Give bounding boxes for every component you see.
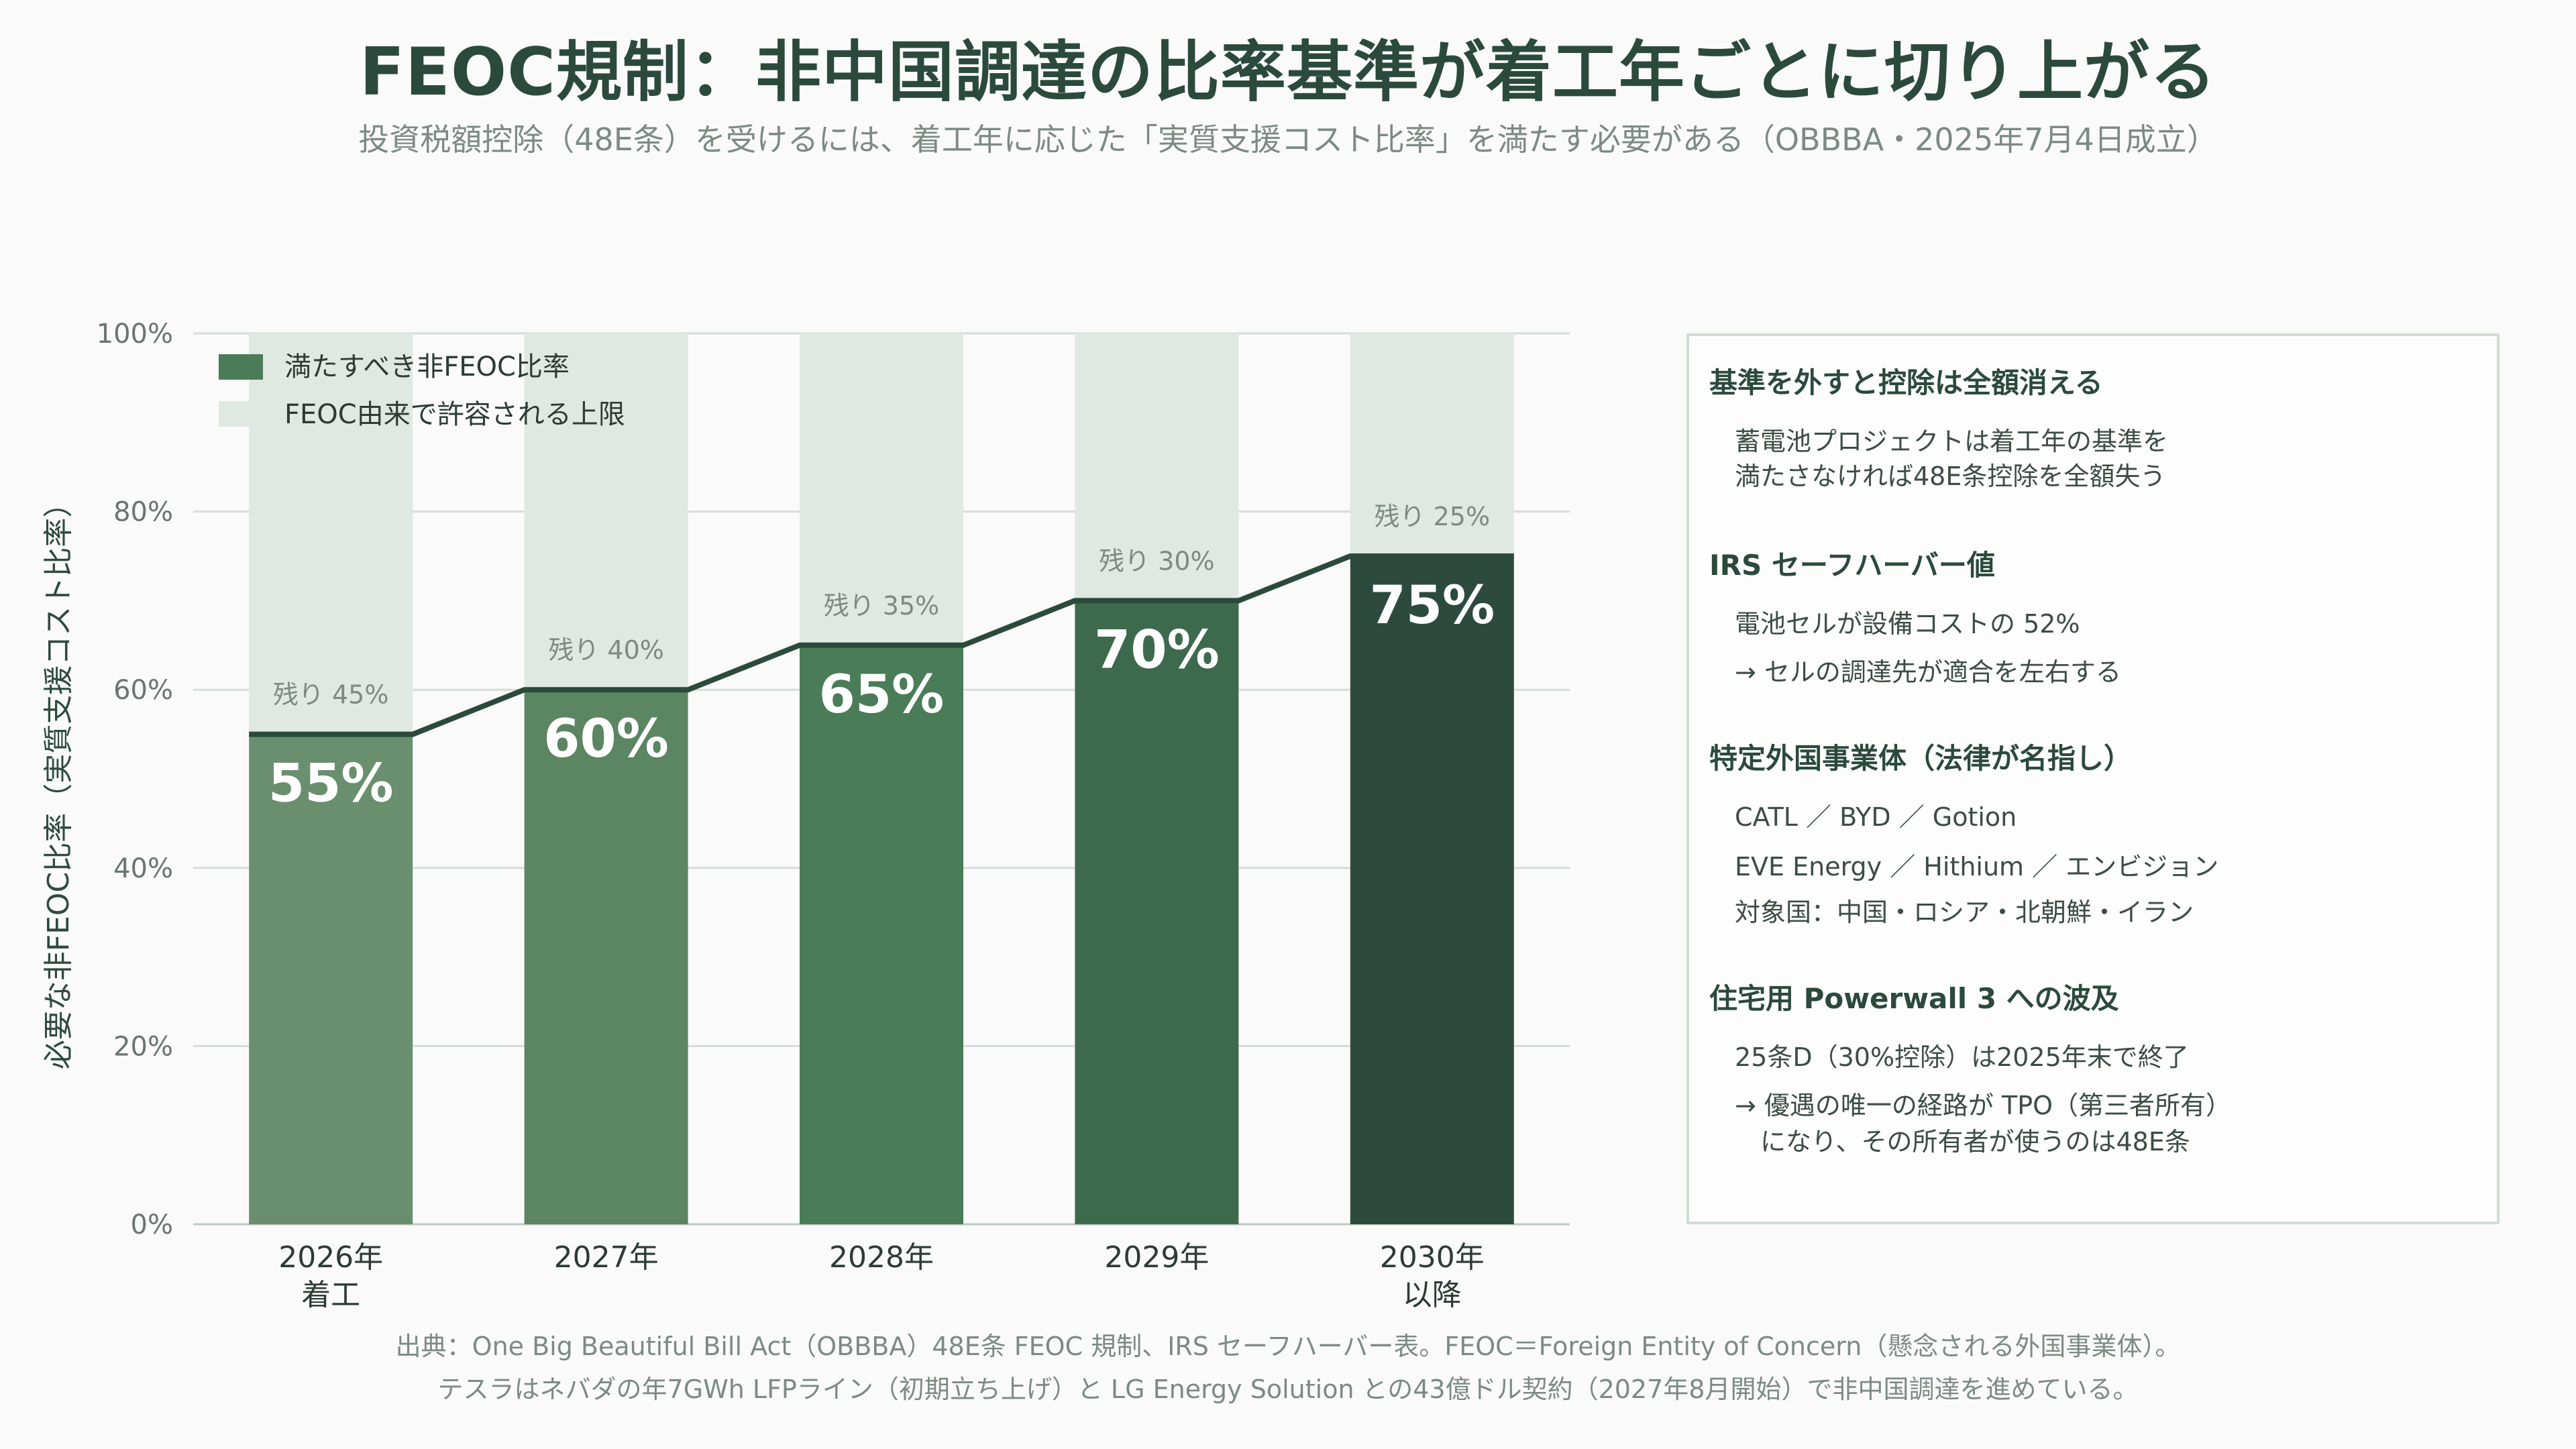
panel-line: CATL ／ BYD ／ Gotion [1735, 802, 2017, 832]
legend-swatch-requirement [219, 354, 263, 380]
y-tick-label: 60% [113, 675, 173, 706]
value-label: 70% [1094, 620, 1220, 680]
remainder-bar [800, 333, 963, 645]
threshold-step-line [249, 553, 1514, 737]
value-label: 75% [1369, 576, 1495, 636]
remainder-label: 残り 25% [1375, 502, 1491, 531]
value-label: 55% [268, 754, 394, 814]
info-panel: 基準を外すと控除は全額消える 蓄電池プロジェクトは着工年の基準を 満たさなければ… [1686, 333, 2500, 1224]
value-label: 60% [543, 709, 669, 769]
panel-line: → 優遇の唯一の経路が TPO（第三者所有） [1735, 1091, 2232, 1120]
page-title: FEOC規制：非中国調達の比率基準が着工年ごとに切り上がる [359, 34, 2217, 111]
x-tick-label: 2026年 [278, 1240, 383, 1275]
x-tick-label: 2029年 [1104, 1240, 1209, 1275]
y-tick-label: 80% [113, 497, 173, 528]
panel-line: 満たさなければ48E条控除を全額失う [1735, 462, 2166, 491]
panel-line: 電池セルが設備コストの 52% [1735, 609, 2080, 639]
panel-section-safe-harbor: IRS セーフハーバー値 電池セルが設備コストの 52% → セルの調達先が適合… [1709, 543, 2121, 687]
panel-section-entities: 特定外国事業体（法律が名指し） CATL ／ BYD ／ Gotion EVE … [1709, 736, 2218, 927]
requirement-bar [1350, 556, 1514, 1224]
remainder-label: 残り 45% [273, 680, 389, 710]
panel-heading: 特定外国事業体（法律が名指し） [1709, 742, 2133, 775]
panel-heading: 住宅用 Powerwall 3 への波及 [1709, 982, 2119, 1015]
y-tick-label: 0% [131, 1210, 173, 1240]
panel-heading: 基準を外すと控除は全額消える [1709, 366, 2103, 399]
requirement-bar [249, 734, 413, 1224]
remainder-label: 残り 40% [548, 635, 664, 665]
footer-note: テスラはネバダの年7GWh LFPライン（初期立ち上げ）と LG Energy … [437, 1375, 2139, 1404]
panel-line: 対象国：中国・ロシア・北朝鮮・イラン [1735, 898, 2194, 927]
requirement-bar [524, 690, 688, 1224]
remainder-bar [249, 333, 413, 735]
legend-label-remainder: FEOC由来で許容される上限 [284, 399, 625, 430]
requirement-bar [800, 645, 963, 1224]
footer-source: 出典：One Big Beautiful Bill Act（OBBBA）48E条… [395, 1332, 2181, 1361]
requirement-bar [1075, 600, 1239, 1224]
panel-section-penalty: 基準を外すと控除は全額消える 蓄電池プロジェクトは着工年の基準を 満たさなければ… [1709, 360, 2168, 491]
remainder-label: 残り 35% [824, 591, 940, 621]
page-subtitle: 投資税額控除（48E条）を受けるには、着工年に応じた「実質支援コスト比率」を満た… [358, 121, 2218, 158]
y-tick-label: 100% [97, 319, 173, 350]
panel-line: EVE Energy ／ Hithium ／ エンビジョン [1735, 852, 2219, 881]
x-tick-label: 2030年 [1380, 1240, 1485, 1275]
legend-label-requirement: 満たすべき非FEOC比率 [284, 352, 570, 382]
panel-section-powerwall: 住宅用 Powerwall 3 への波及 25条D（30%控除）は2025年末で… [1709, 976, 2231, 1157]
remainder-bar [1350, 333, 1514, 556]
x-tick-label: 以降 [1403, 1278, 1462, 1312]
value-label: 65% [819, 665, 945, 725]
remainder-label: 残り 30% [1099, 546, 1215, 576]
y-axis-label: 必要な非FEOC比率（実質支援コスト比率） [42, 488, 76, 1069]
x-tick-label: 2027年 [554, 1240, 659, 1275]
panel-line: 25条D（30%控除）は2025年末で終了 [1735, 1042, 2189, 1072]
panel-line: → セルの調達先が適合を左右する [1735, 657, 2121, 687]
y-tick-label: 20% [113, 1031, 173, 1062]
remainder-bar [1075, 333, 1239, 601]
panel-line: になり、その所有者が使うのは48E条 [1735, 1127, 2190, 1157]
panel-heading: IRS セーフハーバー値 [1709, 549, 1995, 582]
x-tick-label: 着工 [301, 1278, 360, 1312]
panel-line: 蓄電池プロジェクトは着工年の基準を [1735, 427, 2169, 456]
legend-swatch-remainder [219, 401, 263, 427]
y-tick-label: 40% [113, 853, 173, 884]
remainder-bar [524, 333, 688, 690]
x-tick-label: 2028年 [829, 1240, 934, 1275]
